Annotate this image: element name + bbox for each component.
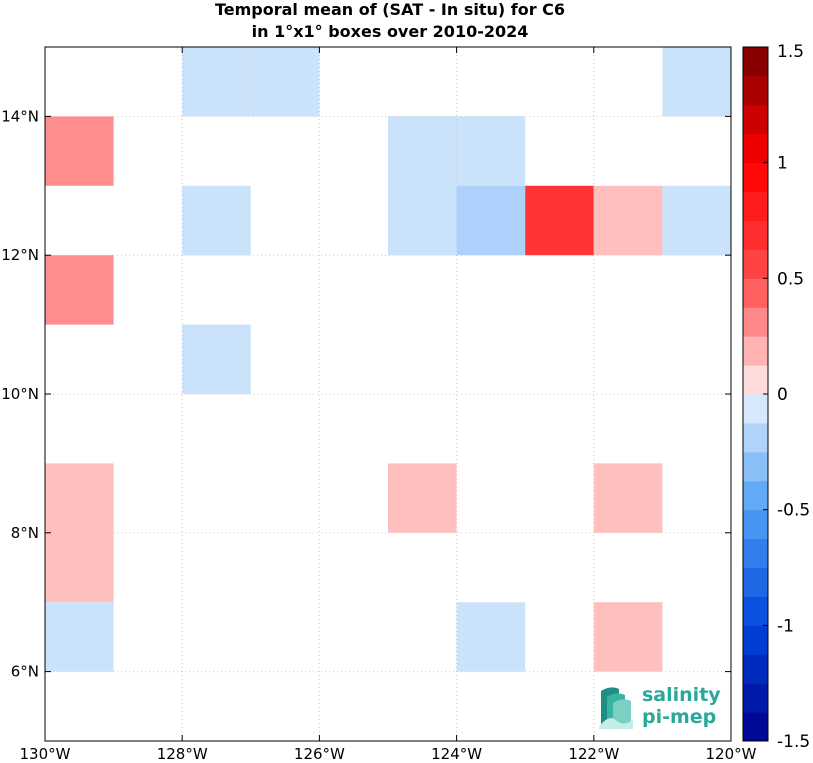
heatmap-cell [593,463,663,533]
heatmap-cell [593,185,663,256]
colorbar-segment [743,567,768,597]
x-tick-label: 124°W [431,745,482,763]
heatmap-cell [456,116,526,186]
colorbar-segment [743,133,768,164]
y-tick-label: 10°N [1,385,39,403]
colorbar-tick-label: -1.5 [777,732,810,752]
heatmap-cell [45,116,114,186]
heatmap-cell [250,47,320,117]
colorbar-segment [743,104,768,135]
colorbar-segment [743,365,768,395]
y-tick-label: 14°N [1,107,39,125]
colorbar-segment [743,509,768,540]
heatmap-cell [456,185,526,256]
heatmap-cell [45,255,114,325]
heatmap-cell [182,324,251,394]
salinity-pi-mep-logo: salinity pi-mep [597,683,727,731]
chart-title: Temporal mean of (SAT - In situ) for C6 [214,0,566,19]
colorbar-segment [743,654,768,684]
heatmap-cell [388,185,457,256]
heatmap-cell [45,463,114,533]
colorbar-segment [743,712,768,742]
colorbar-segment [743,538,768,568]
colorbar-segment [743,336,768,366]
colorbar-tick-label: 0.5 [777,269,804,289]
y-tick-label: 8°N [11,524,39,542]
colorbar-segment [743,625,768,655]
heatmap-cell [388,116,457,186]
colorbar-segment [743,451,768,482]
x-tick-label: 130°W [20,745,71,763]
logo-line2: pi-mep [642,706,717,728]
colorbar-segment [743,249,768,279]
logo-waves-icon [599,687,633,729]
y-tick-label: 6°N [11,663,39,681]
colorbar-tick-label: 1 [777,154,788,174]
colorbar-segment [743,394,768,424]
colorbar-tick-label: -0.5 [777,501,810,521]
colorbar-segment [743,47,768,77]
x-tick-label: 128°W [157,745,208,763]
colorbar-tick-label: 0 [777,385,788,405]
heatmap-cell [662,185,731,256]
x-tick-label: 122°W [568,745,619,763]
y-tick-label: 12°N [1,246,39,264]
heatmap-cell [456,602,526,672]
colorbar-segment [743,191,768,221]
colorbar-segment [743,220,768,250]
heatmap-cell [45,532,114,603]
logo-line1: salinity [642,684,721,706]
colorbar-segment [743,596,768,626]
heatmap-cell [182,185,251,256]
colorbar-tick-label: -1 [777,616,794,636]
colorbar-segment [743,422,768,453]
colorbar-segment [743,162,768,193]
heatmap-cell [525,185,594,256]
colorbar-segment [743,683,768,713]
x-tick-label: 120°W [706,745,757,763]
colorbar-tick-label: 1.5 [777,42,804,62]
colorbar-segment [743,278,768,308]
colorbar-segment [743,75,768,106]
heatmap-cell [662,47,731,117]
heatmap-cell [388,463,457,533]
heatmap-cell [45,602,114,672]
heatmap-cell [182,47,251,117]
chart-subtitle: in 1°x1° boxes over 2010-2024 [251,22,529,41]
x-tick-label: 126°W [294,745,345,763]
colorbar-segment [743,307,768,337]
colorbar-segment [743,480,768,511]
heatmap-cell [593,602,663,672]
